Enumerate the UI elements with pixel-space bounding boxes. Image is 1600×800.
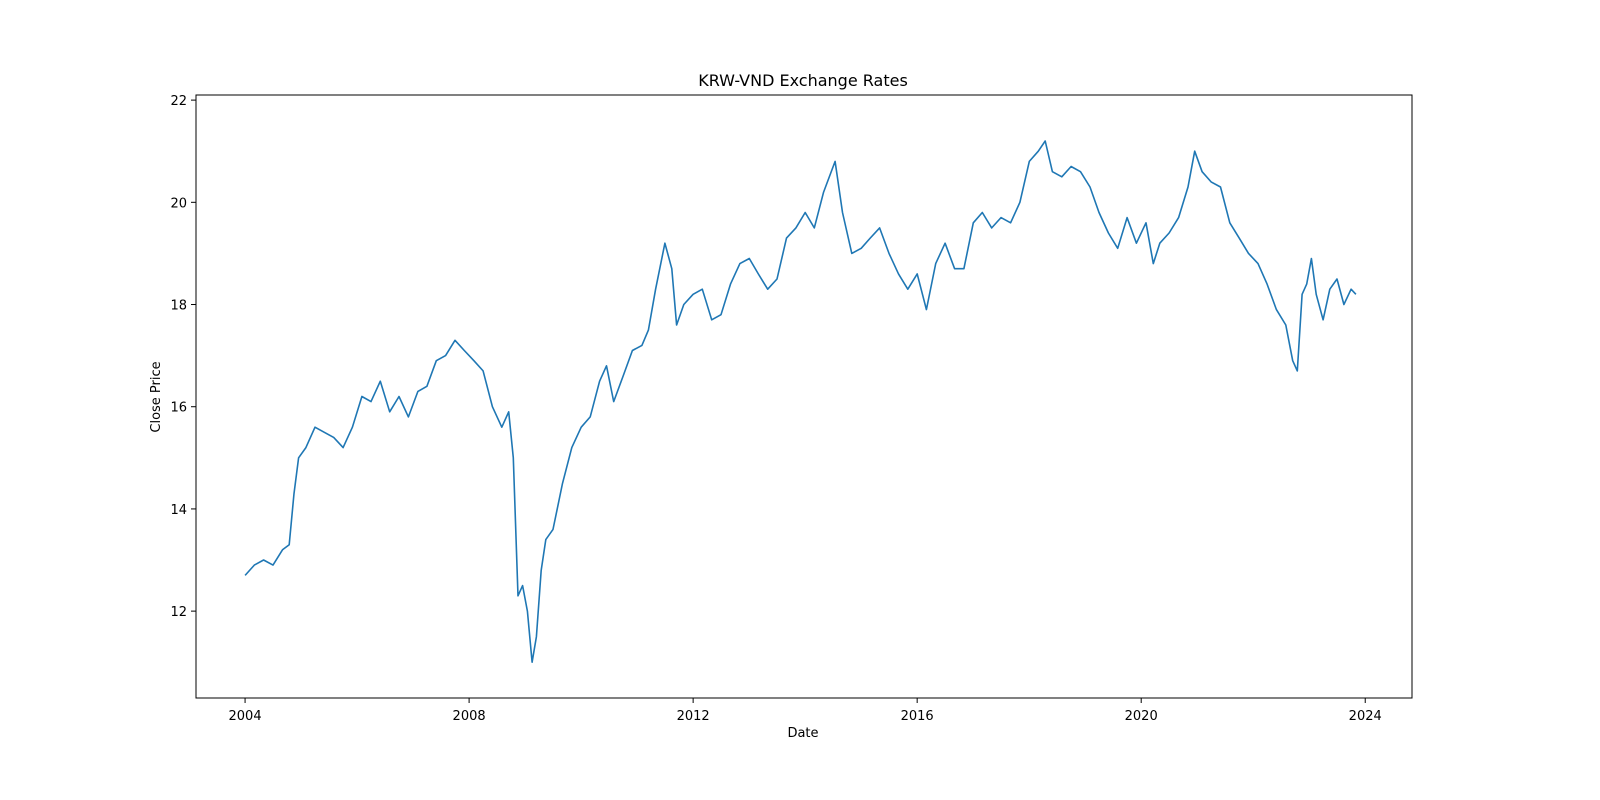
plot-area <box>244 140 1357 663</box>
x-tick-label: 2004 <box>229 709 262 724</box>
x-tick-label: 2016 <box>901 709 934 724</box>
y-tick-label: 14 <box>170 503 187 518</box>
chart-title: KRW-VND Exchange Rates <box>698 71 908 90</box>
y-tick-label: 22 <box>170 94 187 109</box>
y-tick-label: 20 <box>170 196 187 211</box>
x-tick-label: 2020 <box>1125 709 1158 724</box>
x-axis-label: Date <box>787 726 818 741</box>
x-tick-label: 2012 <box>677 709 710 724</box>
y-tick-label: 12 <box>170 605 187 620</box>
x-tick-label: 2008 <box>453 709 486 724</box>
series-line <box>244 140 1357 663</box>
plot-frame <box>195 94 1413 699</box>
y-axis: 12 14 16 18 20 22 <box>170 94 196 620</box>
y-tick-label: 16 <box>170 401 187 416</box>
y-tick-label: 18 <box>170 299 187 314</box>
x-axis: 2004 2008 2012 2016 2020 2024 <box>229 698 1382 724</box>
y-axis-label: Close Price <box>149 361 164 432</box>
x-tick-label: 2024 <box>1349 709 1382 724</box>
